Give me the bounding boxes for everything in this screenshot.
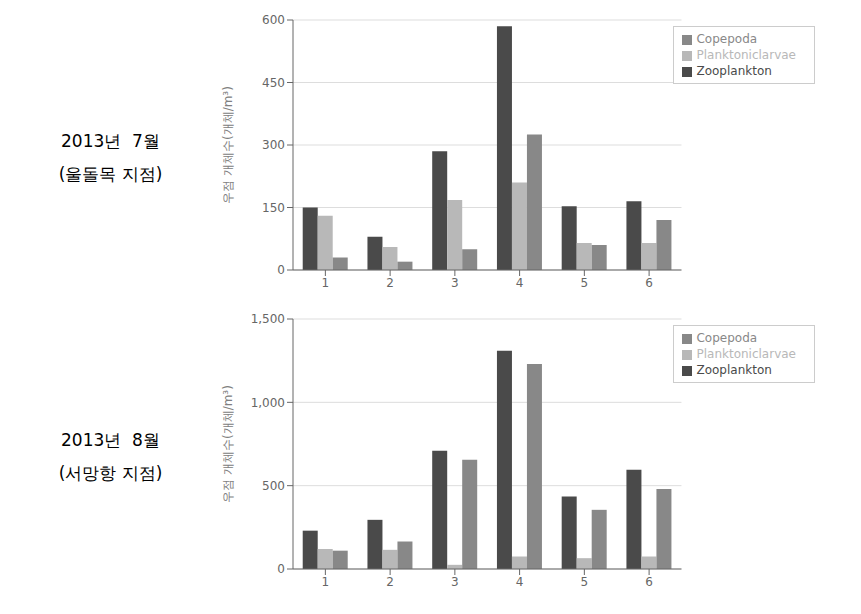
- html-text:(울돌목 지점): (울돌목 지점): [58, 163, 163, 184]
- svg-text:5: 5: [581, 276, 589, 290]
- svg-text:5: 5: [581, 575, 589, 589]
- html-text:Zooplankton: Zooplankton: [696, 363, 772, 377]
- html-text:Copepoda: Copepoda: [696, 331, 758, 345]
- svg-text:0: 0: [277, 263, 285, 277]
- svg-text:3: 3: [451, 575, 459, 589]
- svg-text:우점 개체수(개체/m³): 우점 개체수(개체/m³): [221, 86, 235, 204]
- svg-text:1: 1: [322, 276, 330, 290]
- html-text:Copepoda: Copepoda: [696, 32, 758, 46]
- svg-text:600: 600: [262, 13, 285, 27]
- svg-text:0: 0: [277, 562, 285, 576]
- svg-text:1,000: 1,000: [251, 396, 285, 410]
- svg-text:4: 4: [516, 276, 524, 290]
- svg-text:2: 2: [386, 575, 394, 589]
- svg-text:우점 개체수(개체/m³): 우점 개체수(개체/m³): [221, 385, 235, 503]
- html-text:Zooplankton: Zooplankton: [696, 64, 772, 78]
- svg-text:3: 3: [451, 276, 459, 290]
- svg-text:6: 6: [645, 575, 653, 589]
- svg-text:500: 500: [262, 479, 285, 493]
- svg-text:300: 300: [262, 138, 285, 152]
- html-text:(서망항 지점): (서망항 지점): [58, 462, 163, 483]
- svg-text:150: 150: [262, 201, 285, 215]
- html-text:Planktoniclarvae: Planktoniclarvae: [696, 48, 796, 62]
- svg-text:4: 4: [516, 575, 524, 589]
- svg-text:6: 6: [645, 276, 653, 290]
- html-text:2013년 8월: 2013년 8월: [61, 429, 160, 450]
- svg-text:2: 2: [386, 276, 394, 290]
- svg-text:450: 450: [262, 76, 285, 90]
- html-text:2013년 7월: 2013년 7월: [61, 130, 160, 151]
- svg-text:1: 1: [322, 575, 330, 589]
- html-text:Planktoniclarvae: Planktoniclarvae: [696, 347, 796, 361]
- svg-text:1,500: 1,500: [251, 312, 285, 326]
